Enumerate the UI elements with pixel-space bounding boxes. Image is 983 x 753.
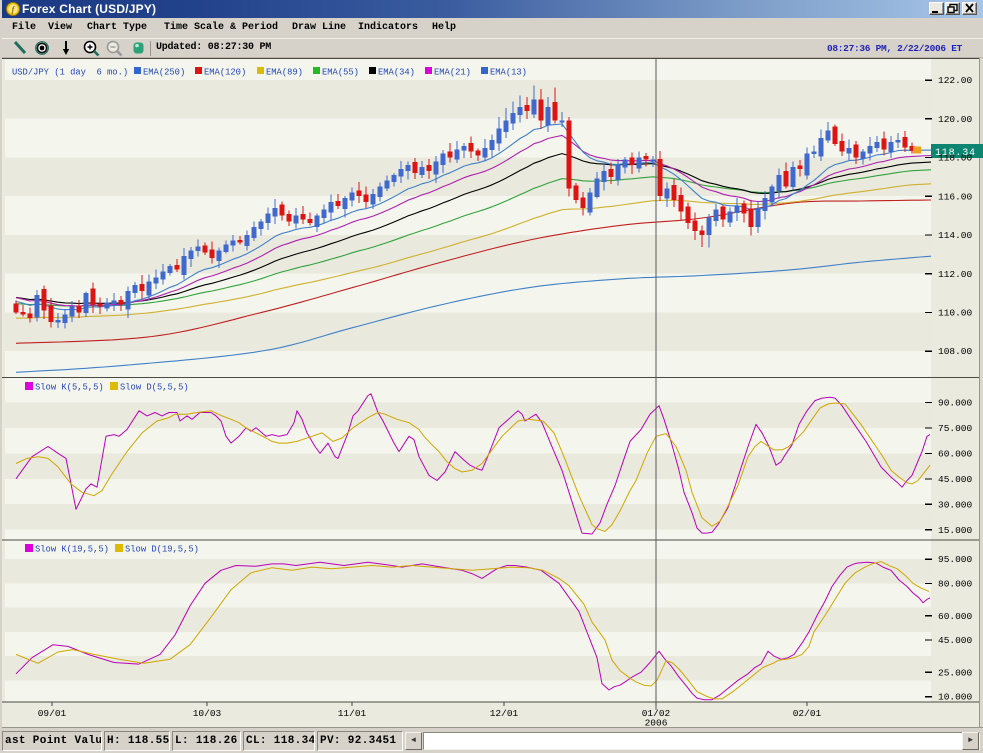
svg-text:Slow K(19,5,5): Slow K(19,5,5): [35, 545, 109, 555]
svg-text:EMA(13): EMA(13): [490, 68, 527, 78]
svg-text:09/01: 09/01: [38, 708, 67, 719]
svg-text:114.00: 114.00: [938, 230, 973, 241]
svg-text:90.000: 90.000: [938, 398, 973, 409]
svg-text:15.000: 15.000: [938, 525, 973, 536]
svg-text:Slow D(19,5,5): Slow D(19,5,5): [125, 545, 199, 555]
svg-text:EMA(34): EMA(34): [378, 68, 415, 78]
svg-text:10.000: 10.000: [938, 692, 973, 703]
svg-text:01/02: 01/02: [642, 708, 671, 719]
svg-text:EMA(21): EMA(21): [434, 68, 471, 78]
svg-text:12/01: 12/01: [490, 708, 519, 719]
svg-text:30.000: 30.000: [938, 499, 973, 510]
svg-text:120.00: 120.00: [938, 114, 973, 125]
svg-text:122.00: 122.00: [938, 75, 973, 86]
svg-text:25.000: 25.000: [938, 667, 973, 678]
svg-text:EMA(55): EMA(55): [322, 68, 359, 78]
svg-text:75.000: 75.000: [938, 423, 973, 434]
svg-text:10/03: 10/03: [193, 708, 222, 719]
svg-text:EMA(89): EMA(89): [266, 68, 303, 78]
svg-text:60.000: 60.000: [938, 449, 973, 460]
svg-text:80.000: 80.000: [938, 579, 973, 590]
svg-text:11/01: 11/01: [338, 708, 367, 719]
svg-text:95.000: 95.000: [938, 554, 973, 565]
svg-text:f: f: [12, 5, 16, 15]
svg-text:45.000: 45.000: [938, 474, 973, 485]
svg-text:USD/JPY (1 day 6 mo.): USD/JPY (1 day 6 mo.): [12, 68, 128, 78]
svg-text:Slow D(5,5,5): Slow D(5,5,5): [120, 383, 189, 393]
svg-text:60.000: 60.000: [938, 611, 973, 622]
svg-text:108.00: 108.00: [938, 346, 973, 357]
svg-text:116.00: 116.00: [938, 191, 973, 202]
svg-text:110.00: 110.00: [938, 308, 973, 319]
svg-text:Slow K(5,5,5): Slow K(5,5,5): [35, 383, 104, 393]
svg-text:2006: 2006: [645, 718, 668, 728]
svg-text:45.000: 45.000: [938, 635, 973, 646]
svg-text:118.34: 118.34: [935, 148, 976, 159]
svg-text:EMA(250): EMA(250): [143, 68, 185, 78]
svg-text:EMA(120): EMA(120): [204, 68, 246, 78]
svg-text:112.00: 112.00: [938, 269, 973, 280]
svg-text:02/01: 02/01: [793, 708, 822, 719]
svg-text:118.00: 118.00: [938, 153, 973, 164]
